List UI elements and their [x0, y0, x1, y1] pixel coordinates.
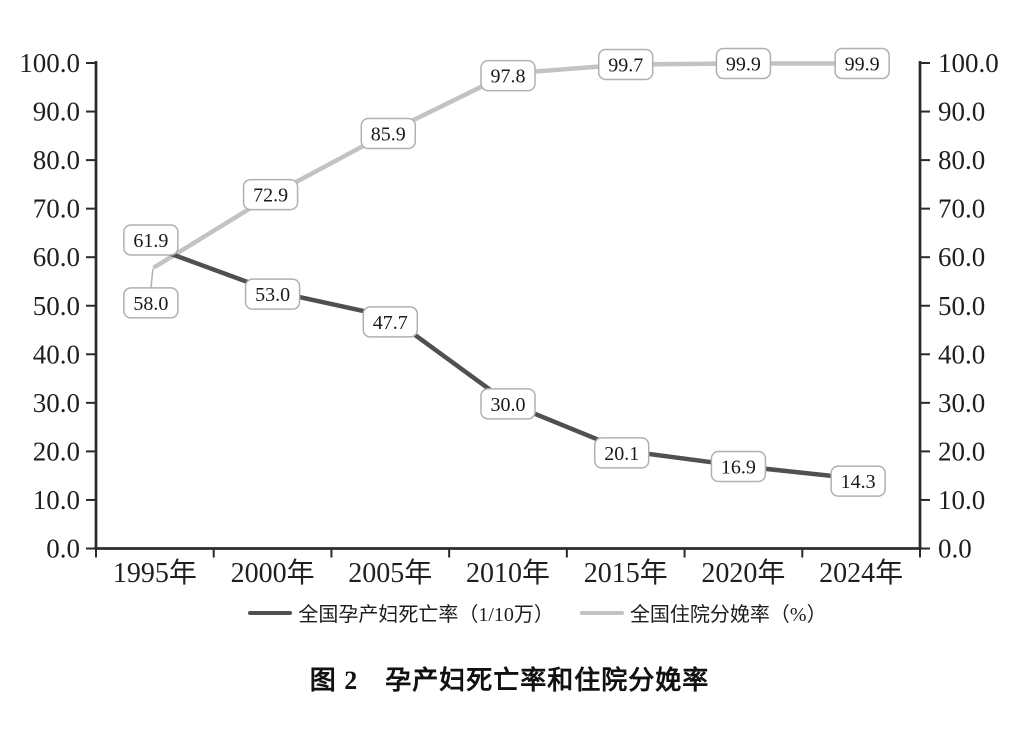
x-axis-label: 2005年	[348, 557, 432, 589]
series-line-1	[152, 61, 864, 270]
data-label-value: 72.9	[253, 185, 288, 207]
data-label-value: 58.0	[133, 293, 168, 315]
x-axis-label: 2020年	[701, 557, 785, 589]
legend-line-swatch-dark-icon	[248, 610, 293, 615]
data-label-box	[123, 287, 179, 319]
data-label-value: 97.8	[491, 66, 526, 88]
x-axis-label: 2010年	[466, 557, 550, 589]
data-label-box	[362, 306, 419, 338]
y-axis-label-left: 100.0	[19, 48, 80, 78]
data-label-value: 99.9	[845, 53, 880, 75]
y-axis-label-right: 100.0	[938, 48, 999, 78]
data-label-value: 14.3	[841, 471, 876, 493]
y-axis-label-left: 60.0	[33, 242, 80, 272]
y-axis-label-left: 40.0	[33, 339, 80, 369]
y-axis-label-right: 90.0	[938, 97, 985, 127]
data-label-value: 20.1	[604, 443, 639, 465]
y-axis-label-right: 50.0	[938, 291, 985, 321]
line-chart-canvas: 0.0 0.0 10.0 10.0 20.0 20.0 30.0 30.0 40.0 40.0 50…	[19, 47, 999, 589]
x-axis-label: 2024年	[819, 557, 903, 589]
x-axis-label: 2015年	[584, 557, 668, 589]
data-label-box	[480, 388, 536, 420]
data-label-value: 85.9	[371, 123, 406, 145]
data-label-box	[834, 47, 890, 80]
x-axis-label: 2000年	[231, 557, 315, 589]
legend-item-hospital-delivery: 全国住院分娩率（%）	[579, 598, 827, 627]
data-label-value: 61.9	[133, 230, 168, 252]
y-axis-label-right: 0.0	[938, 534, 972, 564]
data-label-box	[360, 117, 417, 150]
data-label-box	[710, 450, 767, 483]
data-label-value: 47.7	[373, 312, 408, 334]
data-label-value: 99.7	[608, 54, 643, 76]
y-axis-label-right: 80.0	[938, 145, 985, 175]
y-axis-label-right: 70.0	[938, 194, 985, 224]
chart-legend: 全国孕产妇死亡率（1/10万） 全国住院分娩率（%）	[28, 598, 1019, 627]
y-axis-label-left: 0.0	[46, 534, 80, 564]
x-axis-label: 1995年	[113, 557, 197, 589]
y-axis-label-left: 70.0	[33, 194, 80, 224]
legend-label-maternal-mortality: 全国孕产妇死亡率（1/10万）	[298, 604, 554, 626]
y-axis-label-left: 10.0	[33, 485, 80, 515]
y-axis-label-right: 40.0	[938, 339, 985, 369]
data-label-box	[830, 465, 886, 497]
data-label-box	[244, 278, 301, 310]
data-label-box	[480, 59, 536, 92]
figure-caption: 图 2 孕产妇死亡率和住院分娩率	[309, 666, 710, 695]
data-label-box	[123, 224, 179, 256]
data-label-value: 16.9	[721, 456, 756, 478]
data-label-value: 53.0	[255, 284, 290, 306]
data-label-box	[715, 47, 772, 80]
y-axis-label-right: 30.0	[938, 388, 985, 418]
legend-label-hospital-delivery: 全国住院分娩率（%）	[629, 604, 827, 626]
y-axis-label-left: 20.0	[33, 436, 80, 466]
legend-item-maternal-mortality: 全国孕产妇死亡率（1/10万）	[248, 598, 554, 627]
y-axis-label-right: 60.0	[938, 242, 985, 272]
y-axis-label-left: 30.0	[33, 388, 80, 418]
y-axis-label-left: 80.0	[33, 145, 80, 175]
data-label-box	[242, 178, 299, 211]
y-axis-label-left: 50.0	[33, 291, 80, 321]
y-axis-label-right: 20.0	[938, 436, 985, 466]
data-label-box	[597, 48, 654, 81]
data-label-value: 30.0	[491, 394, 526, 416]
data-label-box	[593, 437, 650, 469]
y-axis-label-left: 90.0	[33, 97, 80, 127]
legend-line-swatch-gray-icon	[579, 610, 624, 615]
y-axis-label-right: 10.0	[938, 485, 985, 515]
label-leader-line	[150, 268, 154, 289]
data-label-value: 99.9	[726, 53, 761, 75]
